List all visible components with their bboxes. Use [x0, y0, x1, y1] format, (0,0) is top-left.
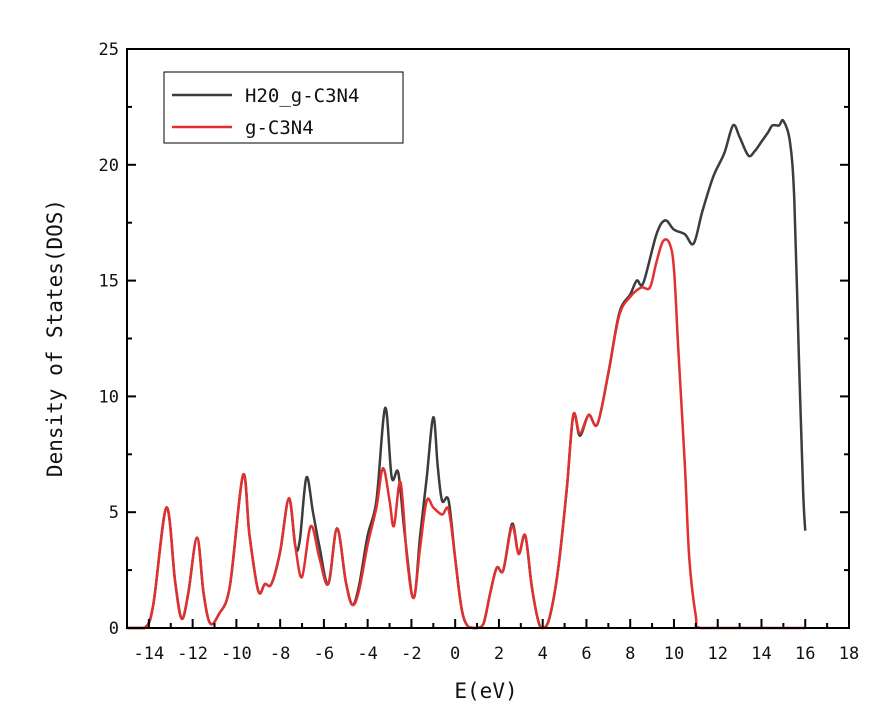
- x-tick-label: -8: [270, 644, 290, 664]
- y-tick-label: 0: [109, 619, 119, 639]
- x-tick-label: 8: [625, 644, 635, 664]
- series-line-g-c3n4: [127, 238, 806, 630]
- legend-label-g-c3n4: g-C3N4: [245, 117, 314, 139]
- x-tick-label: -12: [177, 644, 208, 664]
- y-tick-label: 20: [99, 156, 119, 176]
- series-layer: [127, 118, 807, 630]
- tick-layer: [126, 48, 850, 629]
- x-tick-label: 6: [581, 644, 591, 664]
- legend: H20_g-C3N4 g-C3N4: [163, 71, 404, 144]
- x-tick-label: 4: [538, 644, 548, 664]
- y-tick-label: 25: [99, 40, 119, 60]
- x-tick-label: -10: [221, 644, 252, 664]
- y-tick-label: 15: [99, 272, 119, 292]
- x-tick-label: 14: [751, 644, 771, 664]
- x-tick-label: 10: [664, 644, 684, 664]
- legend-box: [163, 71, 404, 144]
- x-tick-label: 0: [450, 644, 460, 664]
- x-tick-label: -4: [357, 644, 377, 664]
- y-axis-title: Density of States(DOS): [43, 199, 67, 477]
- x-tick-label: 2: [494, 644, 504, 664]
- x-axis-title: E(eV): [454, 679, 517, 703]
- series-line-h2o-g-c3n4: [127, 118, 807, 630]
- x-tick-label: 16: [795, 644, 815, 664]
- x-tick-label: 18: [839, 644, 859, 664]
- legend-label-h2o-g-c3n4: H20_g-C3N4: [245, 85, 359, 107]
- x-tick-label: -14: [134, 644, 165, 664]
- y-tick-label: 5: [109, 503, 119, 523]
- x-tick-label: -2: [401, 644, 421, 664]
- y-tick-label: 10: [99, 387, 119, 407]
- x-tick-label: -6: [314, 644, 334, 664]
- x-tick-labels: -14 -12 -10 -8 -6 -4 -2 0 2 4 6 8 10 12 14 16 18: [134, 644, 860, 664]
- x-tick-label: 12: [707, 644, 727, 664]
- y-tick-labels: 0 5 10 15 20 25: [99, 40, 119, 639]
